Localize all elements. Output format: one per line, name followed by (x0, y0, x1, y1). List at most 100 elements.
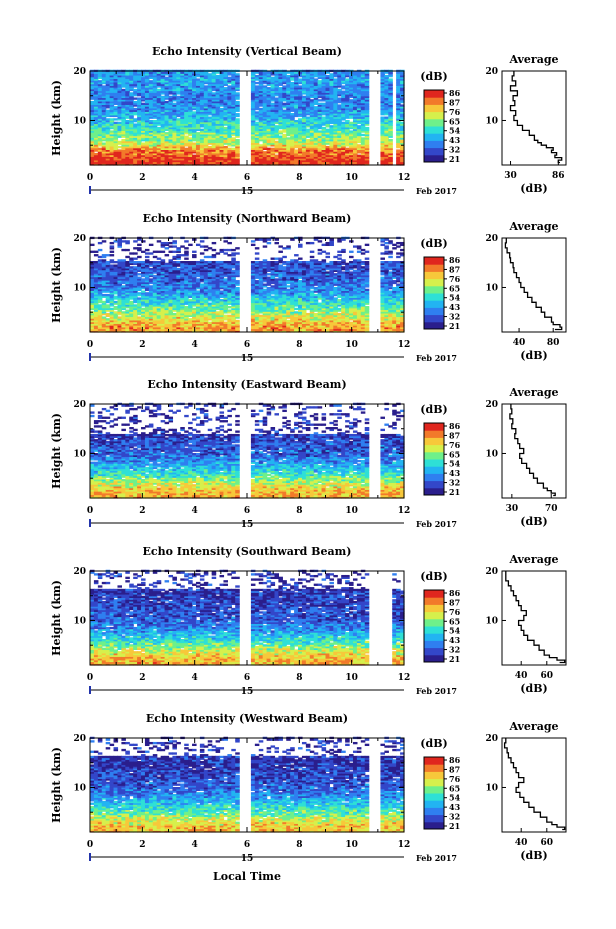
heatmap-cell (125, 106, 130, 109)
heatmap-cell (199, 104, 205, 107)
heatmap-cell (137, 111, 142, 114)
heatmap-cell (192, 135, 197, 138)
heatmap-cell (195, 90, 201, 93)
heatmap-cell (195, 114, 201, 118)
heatmap-cell (141, 121, 146, 125)
heatmap-cell (188, 100, 193, 104)
heatmap-cell (203, 109, 209, 112)
heatmap-cell (160, 78, 166, 81)
heatmap-cell (164, 85, 170, 88)
heatmap-cell (160, 107, 166, 111)
heatmap-cell (109, 119, 115, 123)
heatmap-cell (207, 81, 213, 85)
heatmap-cell (129, 114, 134, 118)
heatmap-cell (117, 99, 122, 102)
heatmap-cell (121, 259, 126, 262)
heatmap-cell (113, 85, 119, 88)
heatmap-cell (160, 111, 166, 114)
heatmap-cell (105, 145, 111, 149)
heatmap-cell (137, 94, 142, 97)
heatmap-cell (129, 128, 134, 131)
heatmap-cell (97, 248, 103, 252)
y-tick-label: 10 (73, 116, 86, 126)
heatmap-cell (93, 154, 99, 157)
heatmap-cell (203, 118, 209, 121)
heatmap-cell (195, 123, 201, 126)
heatmap-cell (129, 149, 134, 152)
heatmap-cell (341, 85, 346, 88)
heatmap-cell (101, 254, 107, 257)
heatmap-cell (133, 71, 138, 74)
heatmap-cell (129, 111, 134, 114)
heatmap-cell (294, 149, 299, 152)
heatmap-cell (93, 113, 99, 116)
heatmap-cell (121, 130, 126, 133)
heatmap-cell (160, 114, 166, 118)
heatmap-cell (168, 121, 174, 125)
heatmap-cell (117, 102, 122, 105)
heatmap-cell (203, 147, 209, 151)
heatmap-cell (121, 126, 126, 130)
heatmap-cell (172, 156, 177, 159)
heatmap-cell (207, 145, 213, 149)
heatmap-cell (90, 90, 95, 93)
heatmap-cell (93, 111, 99, 114)
heatmap-cell (141, 290, 146, 293)
heatmap-cell (141, 76, 146, 80)
heatmap-cell (215, 118, 221, 121)
heatmap-cell (235, 113, 240, 116)
heatmap-cell (199, 159, 205, 163)
heatmap-cell (137, 123, 142, 126)
heatmap-cell (125, 97, 130, 100)
heatmap-cell (203, 92, 209, 95)
heatmap-cell (141, 145, 146, 149)
heatmap-cell (117, 100, 122, 104)
heatmap-cell (125, 78, 130, 81)
heatmap-cell (164, 140, 170, 144)
heatmap-cell (176, 163, 181, 166)
heatmap-cell (109, 149, 115, 152)
heatmap-cell (109, 264, 115, 267)
heatmap-cell (129, 142, 134, 145)
heatmap-cell (160, 73, 166, 76)
heatmap-cell (105, 94, 111, 97)
heatmap-cell (121, 106, 126, 109)
heatmap-cell (227, 147, 232, 151)
heatmap-cell (109, 104, 115, 107)
heatmap-cell (176, 132, 181, 135)
heatmap-cell (129, 158, 134, 161)
heatmap-cell (117, 74, 122, 78)
heatmap-cell (211, 128, 217, 131)
heatmap-cell (192, 116, 197, 119)
heatmap-cell (152, 97, 158, 100)
heatmap-cell (156, 142, 162, 145)
heatmap-cell (97, 106, 103, 109)
heatmap-cell (152, 92, 158, 95)
heatmap-cell (129, 300, 134, 304)
heatmap-cell (129, 99, 134, 102)
heatmap-cell (160, 106, 166, 109)
heatmap-cell (137, 104, 142, 107)
heatmap-cell (160, 102, 166, 105)
heatmap-cell (192, 128, 197, 131)
heatmap-cell (199, 132, 205, 135)
heatmap-cell (168, 142, 174, 145)
heatmap-cell (184, 116, 189, 119)
heatmap-cell (152, 100, 158, 104)
heatmap-cell (199, 83, 205, 86)
heatmap-cell (144, 125, 150, 128)
heatmap-cell (164, 126, 170, 130)
heatmap-cell (188, 151, 193, 154)
heatmap-cell (129, 88, 134, 92)
heatmap-cell (152, 123, 158, 126)
heatmap-cell (195, 104, 201, 107)
heatmap-cell (129, 113, 134, 116)
heatmap-cell (105, 125, 111, 128)
heatmap-cell (180, 111, 185, 114)
heatmap-cell (144, 255, 150, 259)
heatmap-cell (207, 123, 213, 126)
colorbar-segment (424, 147, 444, 156)
heatmap-cell (144, 100, 150, 104)
heatmap-cell (152, 90, 158, 93)
heatmap-cell (125, 104, 130, 107)
